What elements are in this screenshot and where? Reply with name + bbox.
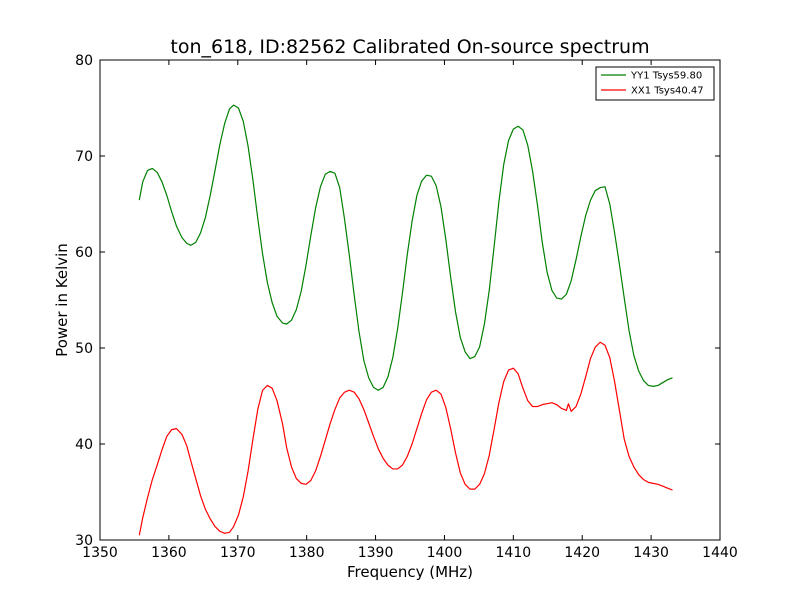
x-tick-label: 1380 bbox=[289, 545, 325, 561]
x-tick-label: 1350 bbox=[82, 545, 118, 561]
x-tick-label: 1440 bbox=[702, 545, 738, 561]
legend-label-yy1: YY1 Tsys59.80 bbox=[630, 71, 702, 82]
plot-area bbox=[99, 59, 721, 541]
x-tick-label: 1360 bbox=[151, 545, 187, 561]
x-tick-label: 1370 bbox=[220, 545, 256, 561]
series-line-xx1 bbox=[138, 341, 673, 536]
y-tick-label: 70 bbox=[75, 149, 93, 165]
y-tick-label: 30 bbox=[75, 533, 93, 549]
chart-title: ton_618, ID:82562 Calibrated On-source s… bbox=[170, 36, 649, 58]
y-tick-label: 50 bbox=[75, 341, 93, 357]
y-tick-label: 60 bbox=[75, 245, 93, 261]
legend-box bbox=[595, 66, 715, 101]
x-tick-label: 1390 bbox=[358, 545, 394, 561]
y-axis-label: Power in Kelvin bbox=[53, 243, 71, 357]
y-tick-label: 40 bbox=[75, 437, 93, 453]
series-layer bbox=[138, 104, 673, 536]
x-tick-label: 1400 bbox=[427, 545, 463, 561]
x-axis-label: Frequency (MHz) bbox=[347, 563, 473, 581]
series-line-yy1 bbox=[138, 104, 673, 391]
legend: YY1 Tsys59.80 XX1 Tsys40.47 bbox=[595, 66, 715, 101]
tick-layer: 1350 1360 1370 1380 1390 1400 1410 1420 1430 1440… bbox=[75, 53, 738, 561]
y-tick-label: 80 bbox=[75, 53, 93, 69]
x-tick-label: 1430 bbox=[633, 545, 669, 561]
x-tick-label: 1410 bbox=[496, 545, 532, 561]
x-tick-label: 1420 bbox=[564, 545, 600, 561]
legend-label-xx1: XX1 Tsys40.47 bbox=[631, 86, 704, 97]
